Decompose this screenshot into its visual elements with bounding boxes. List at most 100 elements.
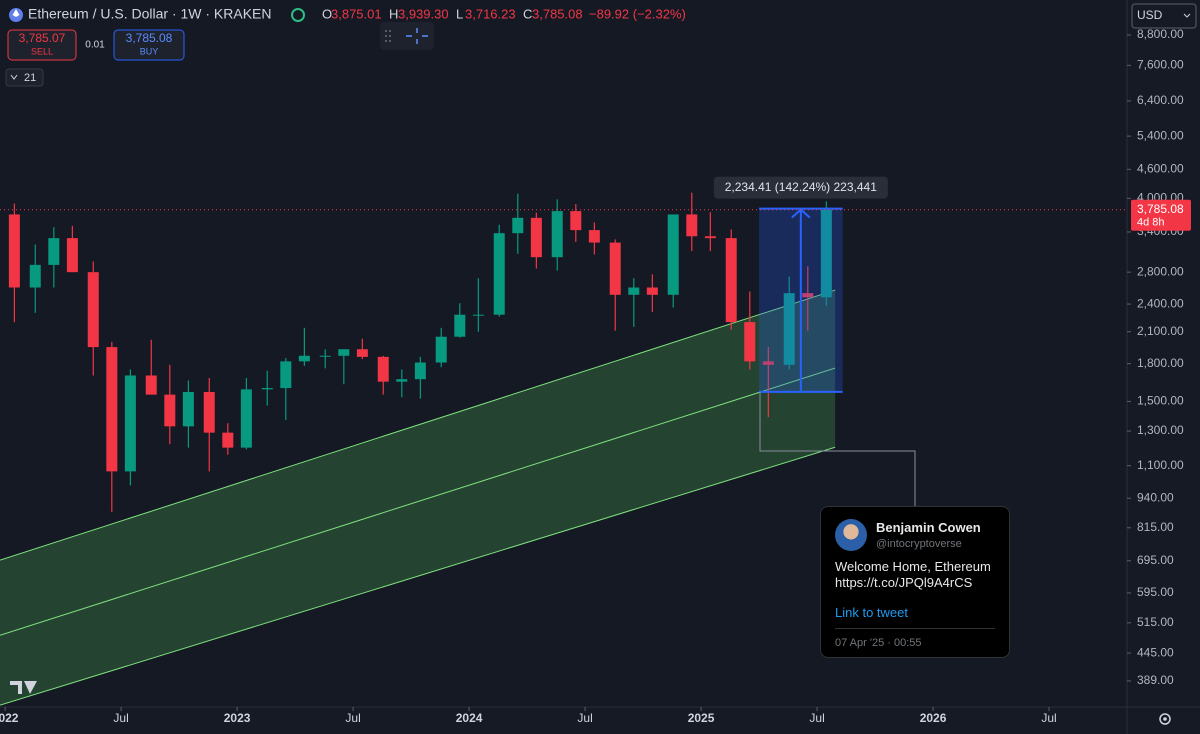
x-tick-label: Jul — [1041, 711, 1056, 725]
candle-body — [530, 217, 542, 258]
symbol-title: Ethereum / U.S. Dollar · 1W · KRAKEN — [28, 6, 272, 22]
tweet-text: https://t.co/JPQl9A4rCS — [835, 575, 973, 590]
candle-body — [29, 264, 41, 288]
crosshair-icon[interactable] — [406, 28, 428, 44]
tweet-handle: @intocryptoverse — [876, 538, 962, 550]
callout-connector — [759, 392, 916, 506]
candle-body — [493, 233, 505, 315]
candle-body — [319, 355, 331, 357]
last-price-label: 3,785.08 — [1137, 202, 1184, 216]
sell-button[interactable] — [7, 29, 77, 61]
y-tick-label: 1,300.00 — [1137, 423, 1184, 437]
ohlc-value: 3,716.23 — [465, 6, 516, 21]
candle-body — [472, 314, 484, 316]
tweet-link[interactable]: Link to tweet — [835, 605, 908, 620]
chevron-icon — [1183, 13, 1191, 18]
candle-body — [124, 375, 136, 472]
x-tick-label: Jul — [577, 711, 592, 725]
candle-body — [802, 293, 814, 298]
tweet-author: Benjamin Cowen — [876, 520, 981, 535]
candle-body — [66, 238, 78, 273]
x-tick-label: 2023 — [224, 711, 251, 725]
x-tick-label: 2026 — [920, 711, 947, 725]
candle-body — [762, 361, 774, 365]
indicators-toggle[interactable] — [5, 68, 44, 87]
ohlc-key: O — [322, 6, 332, 21]
candle-body — [570, 211, 582, 231]
candle-body — [744, 322, 756, 362]
candle-body — [783, 293, 795, 365]
sell-price: 3,785.07 — [19, 31, 66, 45]
drag-handle — [385, 30, 391, 42]
candle-body — [628, 287, 640, 295]
buy-button[interactable] — [113, 29, 185, 61]
visibility-toggle[interactable] — [291, 8, 305, 22]
candle-body — [145, 375, 157, 395]
candle-body — [704, 236, 716, 239]
tweet-card[interactable]: Benjamin Cowen @intocryptoverse Welcome … — [820, 506, 1010, 658]
candle-body — [686, 214, 698, 237]
candle-body — [454, 314, 466, 337]
settings-icon[interactable] — [1159, 713, 1171, 725]
tweet-text: Welcome Home, Ethereum — [835, 559, 991, 574]
y-tick-label: 6,400.00 — [1137, 93, 1184, 107]
candle-body — [667, 214, 679, 295]
channel-fill — [0, 290, 836, 706]
candle-body — [222, 432, 234, 448]
candle-body — [588, 230, 600, 243]
y-tick-label: 445.00 — [1137, 645, 1174, 659]
y-tick-label: 4,600.00 — [1137, 162, 1184, 176]
candle-body — [356, 349, 368, 357]
y-tick-label: 7,600.00 — [1137, 58, 1184, 72]
separator — [835, 628, 995, 629]
x-tick-label: Jul — [345, 711, 360, 725]
candle-body — [512, 217, 524, 234]
last-price-tag — [1131, 199, 1191, 231]
candle-body — [164, 394, 176, 427]
candle-body — [240, 389, 252, 448]
ohlc-key: C — [523, 6, 532, 21]
settings-icon-center — [1163, 717, 1167, 721]
ohlc-value: 3,939.30 — [398, 6, 449, 21]
candle-body — [298, 355, 310, 362]
buy-label: BUY — [140, 46, 159, 56]
candle-body — [182, 391, 194, 427]
y-tick-label: 595.00 — [1137, 585, 1174, 599]
measure-label-bg — [713, 176, 888, 199]
ohlc-key: H — [389, 6, 398, 21]
candle-body — [261, 388, 273, 390]
tweet-date: 07 Apr '25 · 00:55 — [835, 637, 922, 649]
candle-body — [414, 362, 426, 380]
currency-select[interactable] — [1131, 3, 1197, 29]
candle-body — [48, 238, 60, 265]
indicator-count: 21 — [24, 72, 36, 84]
tradingview-logo[interactable] — [10, 681, 37, 694]
channel-line — [0, 446, 836, 706]
candle-body — [646, 287, 658, 295]
chevron-icon — [10, 74, 18, 80]
candle-body — [87, 272, 99, 348]
y-tick-label: 1,500.00 — [1137, 394, 1184, 408]
change-value: −89.92 (−2.32%) — [589, 6, 686, 21]
candle-body — [280, 361, 292, 389]
candle-body — [203, 391, 215, 433]
y-tick-label: 1,100.00 — [1137, 458, 1184, 472]
y-tick-label: 940.00 — [1137, 490, 1174, 504]
channel-line — [0, 289, 836, 561]
y-tick-label: 5,400.00 — [1137, 128, 1184, 142]
countdown: 4d 8h — [1137, 217, 1165, 229]
y-tick-label: 2,100.00 — [1137, 324, 1184, 338]
candle-body — [435, 336, 447, 363]
channel-line — [0, 367, 836, 636]
y-tick-label: 1,800.00 — [1137, 356, 1184, 370]
x-tick-label: Jul — [809, 711, 824, 725]
y-tick-label: 8,800.00 — [1137, 27, 1184, 41]
candle-body — [609, 242, 621, 295]
candle-body — [377, 356, 389, 382]
candle-body — [725, 238, 737, 323]
eth-glyph — [12, 9, 20, 17]
x-tick-label: 2024 — [456, 711, 483, 725]
ohlc-value: 3,785.08 — [532, 6, 583, 21]
